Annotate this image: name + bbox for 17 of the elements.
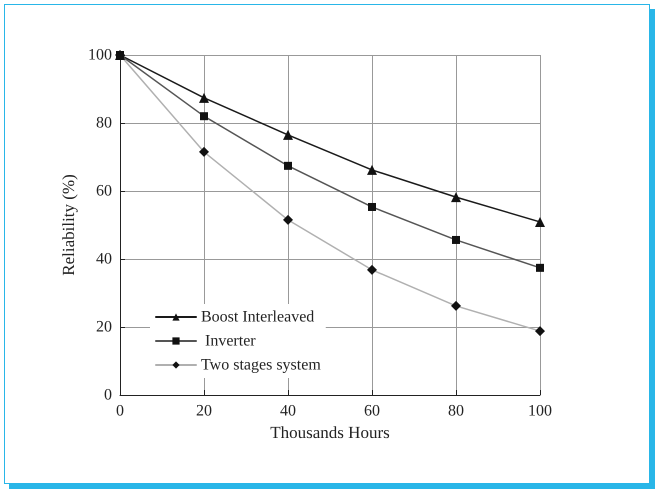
x-tick-label: 20 — [196, 402, 212, 420]
y-tick-label: 0 — [104, 386, 112, 404]
x-axis-title: Thousands Hours — [270, 422, 390, 442]
x-tick-label: 80 — [448, 402, 464, 420]
x-tick-label: 100 — [528, 402, 552, 420]
x-tick-label: 40 — [280, 402, 296, 420]
y-tick-label: 20 — [96, 318, 112, 336]
y-tick-label: 100 — [88, 46, 112, 64]
legend-label: Two stages system — [201, 356, 322, 374]
x-tick-label: 60 — [364, 402, 380, 420]
y-tick-label: 40 — [96, 250, 112, 268]
legend-label: Boost Interleaved — [201, 308, 314, 326]
y-axis-title: Reliability (%) — [59, 174, 78, 276]
legend-label: Inverter — [201, 332, 256, 350]
y-tick-label: 60 — [96, 182, 112, 200]
y-tick-label: 80 — [96, 114, 112, 132]
x-tick-label: 0 — [116, 402, 124, 420]
